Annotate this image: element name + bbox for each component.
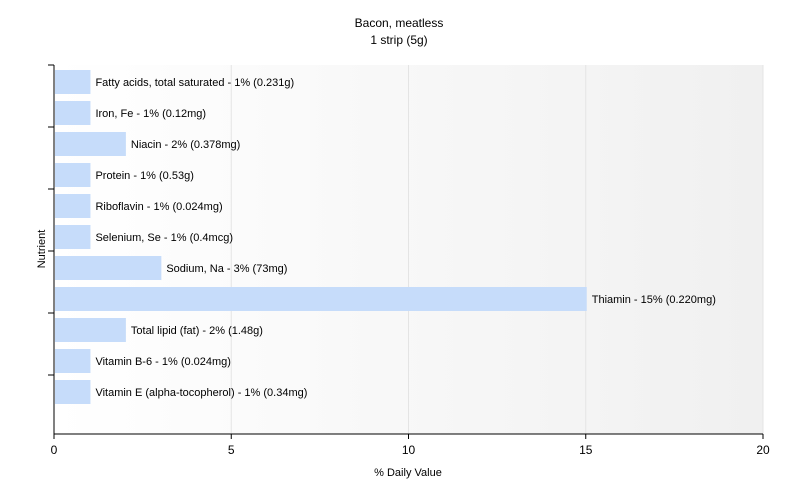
bar <box>55 318 126 342</box>
x-tick-label: 20 <box>756 443 770 457</box>
bar-label: Vitamin E (alpha-tocopherol) - 1% (0.34m… <box>95 387 307 399</box>
bar-label: Selenium, Se - 1% (0.4mcg) <box>95 232 233 244</box>
chart-title: Bacon, meatless <box>355 16 444 30</box>
bar <box>55 256 162 280</box>
bar-label: Protein - 1% (0.53g) <box>95 170 193 182</box>
bar-label: Fatty acids, total saturated - 1% (0.231… <box>95 77 294 89</box>
bar-label: Thiamin - 15% (0.220mg) <box>592 294 716 306</box>
bar-label: Sodium, Na - 3% (73mg) <box>166 263 287 275</box>
x-tick-label: 15 <box>579 443 593 457</box>
bar <box>55 101 91 125</box>
bar-label: Vitamin B-6 - 1% (0.024mg) <box>95 356 231 368</box>
bar <box>55 349 91 373</box>
x-tick-label: 10 <box>402 443 416 457</box>
bar <box>55 163 91 187</box>
x-tick-label: 0 <box>51 443 58 457</box>
x-tick-label: 5 <box>228 443 235 457</box>
bar-label: Iron, Fe - 1% (0.12mg) <box>95 108 206 120</box>
bar-label: Riboflavin - 1% (0.024mg) <box>95 201 222 213</box>
bar-label: Niacin - 2% (0.378mg) <box>131 139 240 151</box>
bar-label: Total lipid (fat) - 2% (1.48g) <box>131 325 263 337</box>
y-axis-title: Nutrient <box>36 230 48 269</box>
bar <box>55 132 126 156</box>
bar <box>55 380 91 404</box>
x-axis-title: % Daily Value <box>374 467 442 479</box>
bar <box>55 70 91 94</box>
bar <box>55 194 91 218</box>
bar <box>55 287 587 311</box>
gridlines <box>230 65 764 434</box>
axes: 0 5 10 15 20 <box>48 64 770 457</box>
chart-subtitle: 1 strip (5g) <box>370 33 427 47</box>
bar <box>55 225 91 249</box>
bars: Fatty acids, total saturated - 1% (0.231… <box>55 70 716 404</box>
